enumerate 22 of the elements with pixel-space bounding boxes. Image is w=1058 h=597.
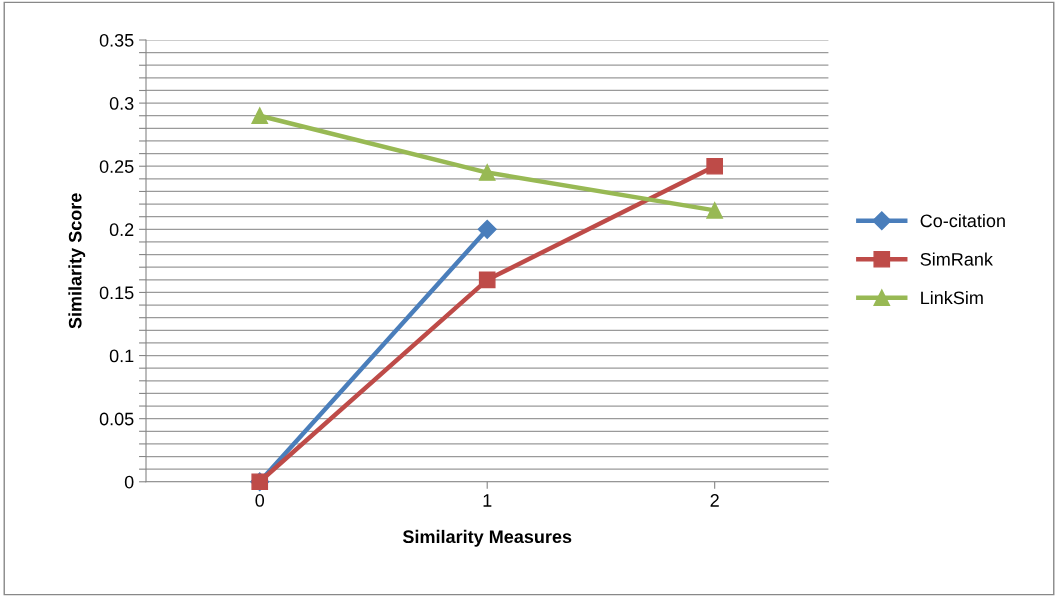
y-axis-title: Similarity Score — [68, 193, 86, 329]
y-tick-label: 0.05 — [99, 412, 134, 426]
y-tick-label: 0.2 — [109, 223, 134, 237]
point — [251, 107, 269, 125]
y-tick-label: 0.35 — [99, 33, 134, 47]
point — [478, 271, 496, 289]
point — [706, 202, 724, 219]
point — [477, 219, 497, 239]
x-axis-title: Similarity Measures — [402, 529, 572, 547]
y-tick-label: 0 — [124, 475, 134, 489]
y-tick-label: 0.3 — [109, 97, 134, 110]
legend-label: SimRank — [920, 252, 993, 266]
x-tick-label: 2 — [710, 494, 719, 507]
point — [478, 164, 496, 181]
legend-label: Co-citation — [920, 213, 1005, 228]
legend-label: LinkSim — [921, 290, 983, 305]
point — [706, 157, 724, 175]
x-tick-label: 1 — [483, 494, 492, 507]
y-tick-label: 0.1 — [109, 349, 134, 363]
y-tick-label: 0.15 — [99, 286, 134, 300]
y-tick-label: 0.25 — [99, 160, 134, 173]
x-tick-label: 0 — [255, 494, 265, 507]
